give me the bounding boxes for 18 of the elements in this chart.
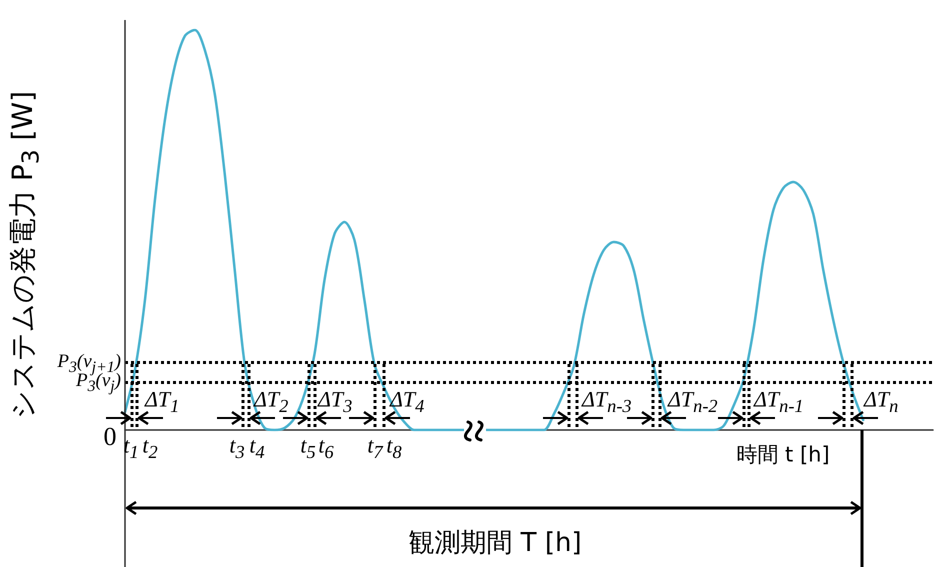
x-axis-title: 時間 t [h] [736, 442, 830, 466]
annotation: ΔT$_{2}$ [254, 386, 288, 416]
text: t$_{7}$ [367, 432, 383, 462]
text: t$_{3}$ [229, 432, 245, 462]
annotation: ΔT$_{n-2}$ [668, 386, 718, 416]
text: t$_{6}$ [318, 432, 334, 462]
annotation: ΔT$_{n-3}$ [582, 386, 632, 416]
annotation: ΔT$_{n}$ [864, 386, 898, 416]
text: 観測期間 T [h] [408, 528, 582, 558]
text: 0 [104, 422, 116, 451]
annotation: ΔT$_{n-1}$ [754, 386, 804, 416]
text: t$_{8}$ [386, 432, 402, 462]
text: t$_{5}$ [300, 432, 316, 462]
text: t$_{4}$ [249, 432, 265, 462]
annotation: ΔT$_{1}$ [145, 386, 180, 416]
annotation: ΔT$_{4}$ [390, 386, 424, 416]
annotation: ΔT$_{3}$ [318, 386, 352, 416]
text: t$_{2}$ [142, 432, 158, 462]
